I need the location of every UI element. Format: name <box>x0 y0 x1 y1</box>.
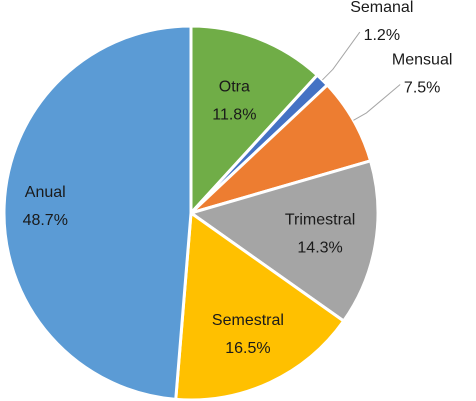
slice-value: 16.5% <box>225 340 270 357</box>
slice-category: Semanal <box>350 0 413 16</box>
slice-category: Trimestral <box>285 212 356 229</box>
slice-value: 1.2% <box>364 27 400 44</box>
slice-category: Anual <box>25 184 66 201</box>
slice-category: Otra <box>219 79 250 96</box>
slice-category: Mensual <box>392 52 452 69</box>
slice-value: 48.7% <box>23 212 68 229</box>
slice-label: Semestral 16.5% <box>212 312 284 357</box>
slice-label: Mensual 7.5% <box>392 52 452 97</box>
slice-value: 7.5% <box>404 80 440 97</box>
pie-slice <box>189 24 320 217</box>
slice-label: Trimestral 14.3% <box>285 212 356 257</box>
pie-slice <box>174 210 346 401</box>
slice-value: 14.3% <box>297 240 342 257</box>
slice-label: Otra 11.8% <box>212 79 256 124</box>
slice-label: Semanal 1.2% <box>350 0 413 44</box>
slice-label: Anual 48.7% <box>23 184 68 229</box>
slice-value: 11.8% <box>212 107 256 124</box>
leader-line <box>353 84 401 121</box>
slice-category: Semestral <box>212 312 284 329</box>
pie-slice <box>187 158 380 324</box>
pie-slice <box>2 24 193 401</box>
leader-line <box>322 31 361 81</box>
